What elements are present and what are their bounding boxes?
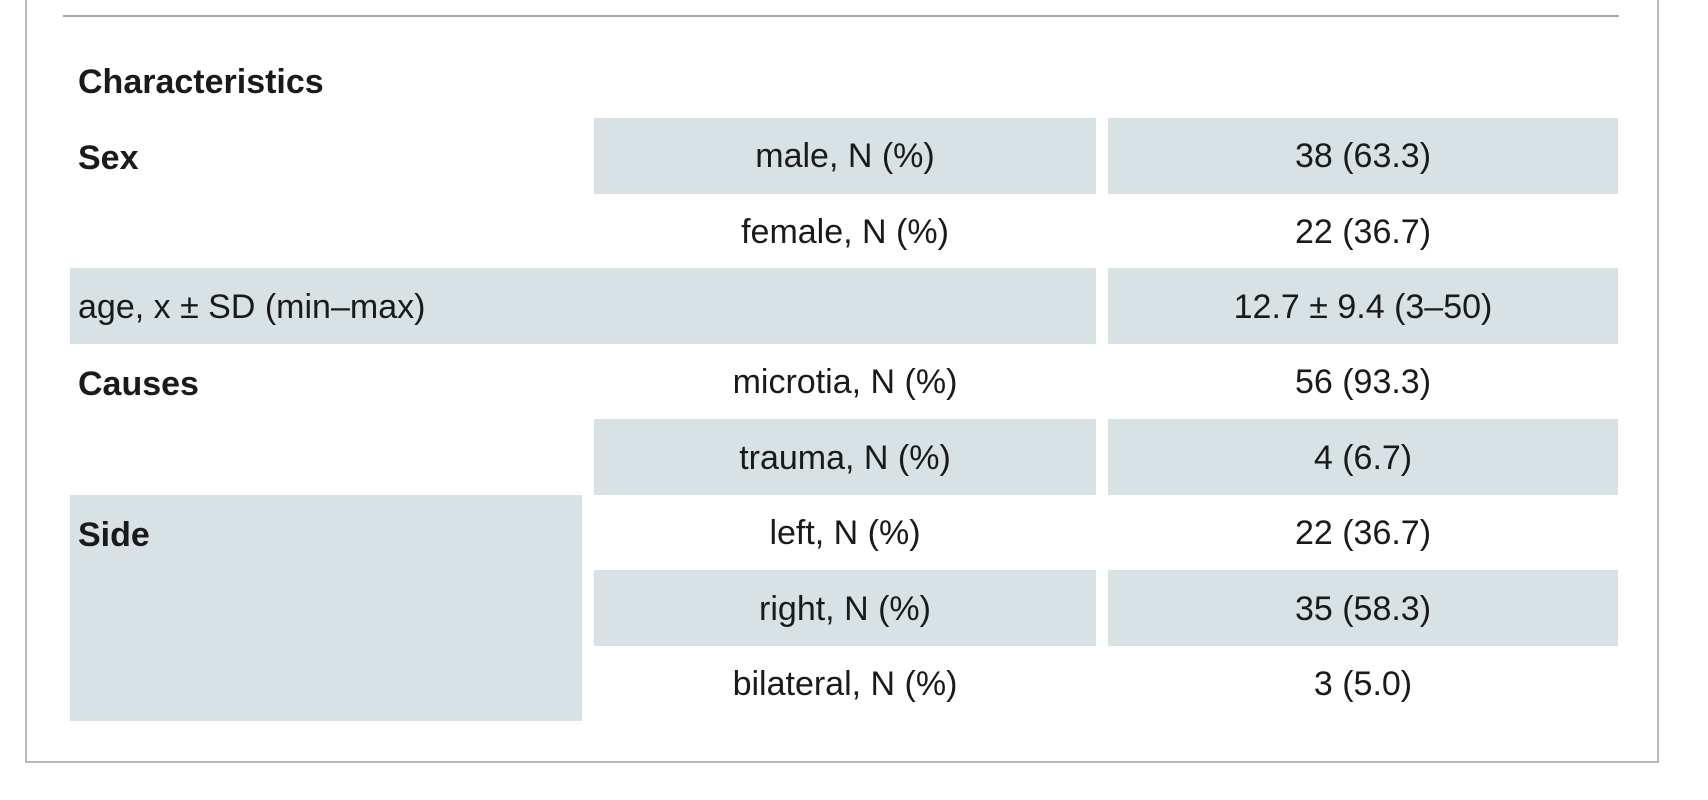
row-label-age: age, x ± SD (min–max): [78, 288, 426, 326]
shade-male-label: [594, 118, 1096, 194]
row-label-trauma: trauma, N (%): [739, 439, 951, 477]
shade-right-value: [1108, 570, 1618, 646]
row-label-microtia: microtia, N (%): [732, 363, 958, 401]
shade-age-value: [1108, 268, 1618, 344]
row-label-female: female, N (%): [741, 213, 949, 251]
shade-trauma-value: [1108, 419, 1618, 495]
value-male: 38 (63.3): [1294, 137, 1432, 175]
shade-side-group: [70, 495, 582, 721]
value-left: 22 (36.7): [1294, 514, 1432, 552]
value-right: 35 (58.3): [1294, 590, 1432, 628]
row-label-right: right, N (%): [759, 590, 931, 628]
group-label-side: Side: [78, 516, 150, 554]
group-label-sex: Sex: [78, 139, 139, 177]
shade-trauma-label: [594, 419, 1096, 495]
shade-right-label: [594, 570, 1096, 646]
group-label-causes: Causes: [78, 365, 199, 403]
top-rule: [63, 15, 1619, 17]
shade-age-label: [70, 268, 1096, 344]
row-label-left: left, N (%): [769, 514, 921, 552]
value-trauma: 4 (6.7): [1313, 439, 1413, 477]
shade-male-value: [1108, 118, 1618, 194]
row-label-male: male, N (%): [755, 137, 935, 175]
value-bilateral: 3 (5.0): [1313, 665, 1413, 703]
value-female: 22 (36.7): [1294, 213, 1432, 251]
value-microtia: 56 (93.3): [1294, 363, 1432, 401]
row-label-bilateral: bilateral, N (%): [732, 665, 958, 703]
value-age: 12.7 ± 9.4 (3–50): [1233, 288, 1493, 326]
table-heading: Characteristics: [78, 63, 324, 101]
